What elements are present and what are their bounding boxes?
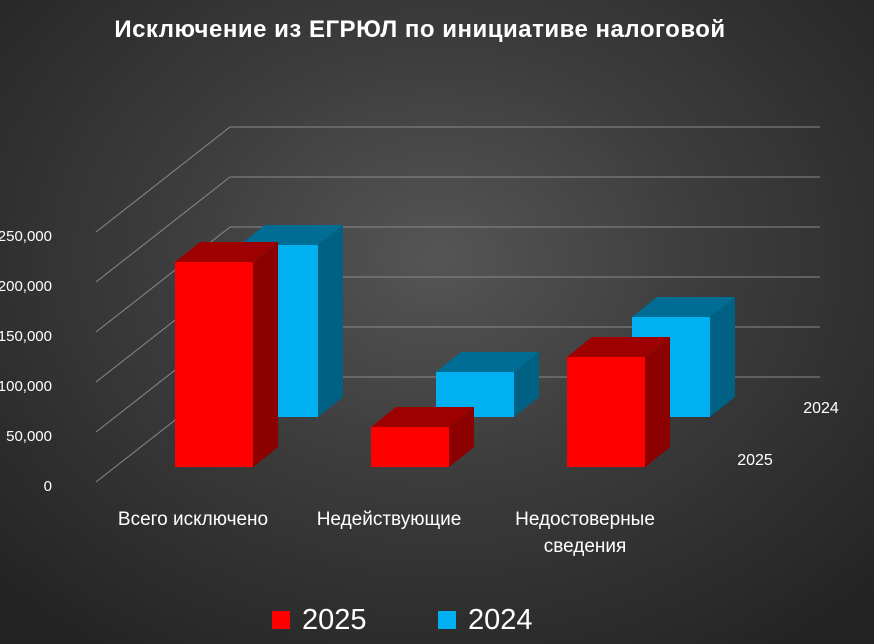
- bar-top-face: [632, 297, 735, 317]
- depth-label: 2024: [803, 400, 839, 417]
- y-tick-label: 50,000: [6, 428, 52, 445]
- legend-swatch-2025: [272, 611, 290, 629]
- bar-front-face: [567, 357, 645, 467]
- bar-side-face: [253, 242, 278, 467]
- x-tick-label: Недостоверные: [515, 509, 655, 530]
- bar-2025-0: [175, 242, 278, 467]
- x-tick-label: Недействующие: [317, 509, 462, 530]
- bar-2025-2: [567, 337, 670, 467]
- x-tick-label: сведения: [544, 536, 627, 557]
- gridline-diagonal: [95, 126, 231, 233]
- depth-label: 2025: [737, 452, 773, 469]
- legend-swatch-2024: [438, 611, 456, 629]
- bar-side-face: [645, 337, 670, 467]
- bar-top-face: [240, 225, 343, 245]
- gridline-diagonal: [95, 176, 231, 283]
- bar-2025-1: [371, 407, 474, 467]
- y-tick-label: 200,000: [0, 278, 52, 295]
- y-tick-label: 250,000: [0, 228, 52, 245]
- bar-top-face: [436, 352, 539, 372]
- legend-item-2025: 2025: [272, 600, 367, 640]
- bar-front-face: [175, 262, 253, 467]
- legend-label-2025: 2025: [302, 603, 367, 636]
- y-tick-label: 150,000: [0, 328, 52, 345]
- bar-side-face: [514, 352, 539, 417]
- bar-side-face: [710, 297, 735, 417]
- y-tick-label: 0: [44, 478, 52, 495]
- bar-top-face: [371, 407, 474, 427]
- bar-side-face: [318, 225, 343, 417]
- legend-label-2024: 2024: [468, 603, 533, 636]
- bar-top-face: [175, 242, 278, 262]
- bar-top-face: [567, 337, 670, 357]
- x-tick-label: Всего исключено: [118, 509, 268, 530]
- y-tick-label: 100,000: [0, 378, 52, 395]
- legend-item-2024: 2024: [438, 600, 533, 640]
- chart-title: Исключение из ЕГРЮЛ по инициативе налого…: [114, 16, 726, 43]
- bar-front-face: [371, 427, 449, 467]
- bar-side-face: [449, 407, 474, 467]
